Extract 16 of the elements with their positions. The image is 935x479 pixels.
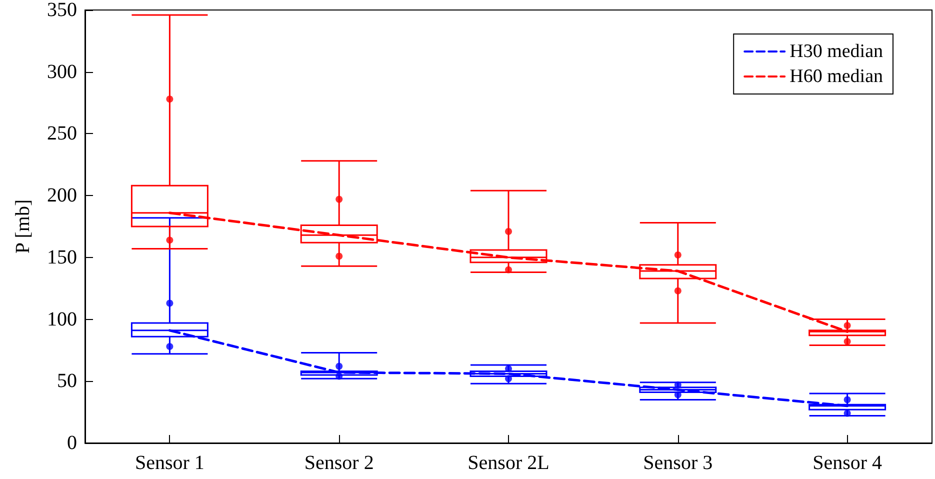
y-tick-label: 0 bbox=[67, 432, 77, 454]
y-tick-label: 300 bbox=[47, 60, 77, 83]
x-tick-label: Sensor 2L bbox=[468, 452, 550, 474]
x-tick-label: Sensor 3 bbox=[643, 452, 713, 474]
x-tick-label: Sensor 2 bbox=[304, 452, 374, 474]
x-tick-label: Sensor 1 bbox=[134, 452, 204, 474]
y-tick-label: 350 bbox=[47, 0, 77, 21]
y-tick-label: 250 bbox=[47, 122, 77, 145]
legend-label: H60 median bbox=[790, 66, 884, 87]
y-tick-label: 200 bbox=[47, 184, 77, 207]
legend-label: H30 median bbox=[790, 41, 884, 62]
x-tick-label: Sensor 4 bbox=[812, 452, 882, 474]
y-tick-label: 150 bbox=[47, 246, 77, 268]
y-tick-label: 50 bbox=[57, 370, 77, 392]
y-axis-title: P [mb] bbox=[12, 199, 34, 254]
y-tick-label: 100 bbox=[47, 308, 77, 330]
